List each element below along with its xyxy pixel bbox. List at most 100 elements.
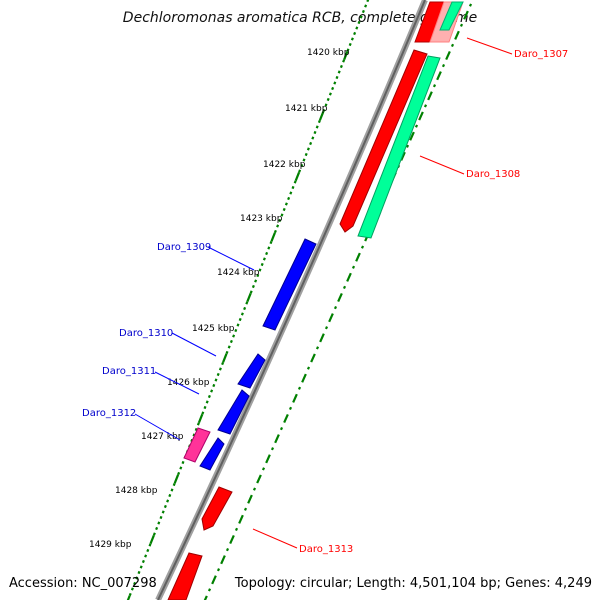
gene-daro-1308[interactable] <box>339 49 428 233</box>
inner-tick-dot <box>414 124 419 128</box>
gene-label-daro-1311[interactable]: Daro_1311 <box>102 366 156 377</box>
kbp-tick-dot <box>212 383 216 388</box>
inner-tick-dot <box>203 595 208 600</box>
kbp-tick-dot <box>317 119 321 124</box>
inner-tick-dot <box>328 313 334 323</box>
kbp-tick-dot <box>196 422 200 426</box>
inner-tick-dot <box>342 285 347 290</box>
gene-daro-1312-other[interactable] <box>183 427 211 463</box>
kbp-tick-dot <box>318 111 325 121</box>
inner-tick-dot <box>432 84 437 88</box>
gene-label-daro-1313[interactable]: Daro_1313 <box>299 544 353 555</box>
inner-tick-dot <box>274 434 280 444</box>
gene-labels: Daro_1307 Daro_1308 Daro_1309 Daro_1310 … <box>82 49 568 555</box>
inner-tick-dot <box>216 568 221 572</box>
inner-tick-dot <box>234 527 239 532</box>
gene-label-daro-1312[interactable]: Daro_1312 <box>82 408 136 419</box>
kbp-tick-dot <box>328 92 332 96</box>
kbp-tick-dot <box>139 565 143 569</box>
inner-tick-dot <box>355 252 361 262</box>
inner-tick-dot <box>211 575 217 585</box>
kbp-tick-dot <box>214 378 218 382</box>
inner-tick-dot <box>279 426 284 431</box>
kbp-tick-dot <box>260 262 264 267</box>
gene-daro-1308-rna[interactable] <box>357 55 441 239</box>
kbp-tick-dot <box>243 306 247 311</box>
topology-text: Topology: circular; Length: 4,501,104 bp… <box>234 576 592 591</box>
kbp-tick-dot <box>267 246 271 250</box>
kbp-tick-dot <box>309 141 313 146</box>
gene-label-daro-1307[interactable]: Daro_1307 <box>514 49 568 60</box>
inner-tick-dot <box>220 555 226 565</box>
kbp-tick-dot <box>355 26 359 30</box>
kbp-tick-dot <box>170 488 174 492</box>
inner-tick-dot <box>445 50 451 61</box>
kbp-tick-dot <box>337 70 341 74</box>
kbp-tick-dot <box>346 48 350 52</box>
kbp-tick-dot <box>130 587 134 591</box>
inner-tick-dot <box>346 272 352 282</box>
inner-tick-dot <box>324 326 329 330</box>
kbp-tick-dot <box>278 218 282 223</box>
gene-label-daro-1308[interactable]: Daro_1308 <box>466 169 520 180</box>
kbp-tick-dot <box>311 136 315 140</box>
inner-tick-dot <box>283 413 289 424</box>
kbp-tick-dot <box>173 474 180 484</box>
inner-tick-dot <box>256 474 262 484</box>
tick-label-1420: 1420 kbp <box>307 48 350 58</box>
inner-tick-dot <box>450 43 455 48</box>
leader-daro-1309 <box>207 246 255 271</box>
kbp-tick-dot <box>168 493 172 498</box>
kbp-tick-dot <box>128 592 132 597</box>
inner-tick-dot <box>252 487 257 491</box>
gene-daro-1313-b[interactable] <box>167 552 203 600</box>
kbp-tick-dot <box>331 86 335 91</box>
kbp-tick-dot <box>210 389 214 393</box>
kbp-tick-dot <box>359 15 363 19</box>
kbp-tick-dot <box>265 251 269 256</box>
kbp-tick-dot <box>126 595 131 600</box>
kbp-tick-dot <box>163 504 167 509</box>
kbp-tick-dot <box>137 570 141 575</box>
kbp-tick-dot <box>364 4 368 8</box>
gene-daro-1312[interactable] <box>199 437 225 471</box>
kbp-tick-dot <box>240 312 244 316</box>
kbp-tick-dot <box>246 292 252 303</box>
gene-daro-1307-rna-b[interactable] <box>439 1 464 31</box>
kbp-tick-dots <box>126 0 370 600</box>
kbp-tick-dot <box>289 191 293 195</box>
kbp-tick-dot <box>157 521 161 525</box>
gene-features <box>167 1 464 600</box>
inner-tick-dot <box>301 373 307 383</box>
inner-tick-dot <box>423 104 428 108</box>
kbp-tick-dot <box>293 180 297 184</box>
inner-tick-dots <box>203 3 473 600</box>
kbp-tick-dot <box>276 224 280 228</box>
kbp-tick-dot <box>152 532 156 536</box>
map-title: Dechloromonas aromatica RCB, complete ge… <box>123 10 477 26</box>
gene-daro-1309[interactable] <box>262 238 317 331</box>
kbp-tick-dot <box>172 482 176 487</box>
inner-tick-dot <box>247 494 253 504</box>
tick-label-1423: 1423 kbp <box>240 214 283 224</box>
kbp-tick-dot <box>236 323 240 327</box>
kbp-tick-dot <box>294 171 301 182</box>
gene-daro-1310[interactable] <box>237 353 266 389</box>
gene-daro-1311[interactable] <box>217 389 250 435</box>
kbp-tick-dot <box>146 548 150 553</box>
gene-daro-1313[interactable] <box>201 486 233 531</box>
gene-label-daro-1309[interactable]: Daro_1309 <box>157 242 211 253</box>
kbp-tick-dot <box>333 81 337 85</box>
kbp-tick-dot <box>207 394 211 399</box>
kbp-tick-dot <box>366 0 370 3</box>
kbp-tick-dot <box>324 103 328 107</box>
kbp-tick-dot <box>280 213 284 217</box>
kbp-tick-dot <box>179 466 183 470</box>
gene-label-daro-1310[interactable]: Daro_1310 <box>119 328 173 339</box>
kbp-tick-dot <box>304 152 308 157</box>
kbp-tick-dot <box>245 301 249 305</box>
inner-tick-dot <box>261 467 266 471</box>
inner-tick-dot <box>418 111 424 121</box>
kbp-tick-dot <box>149 534 155 545</box>
